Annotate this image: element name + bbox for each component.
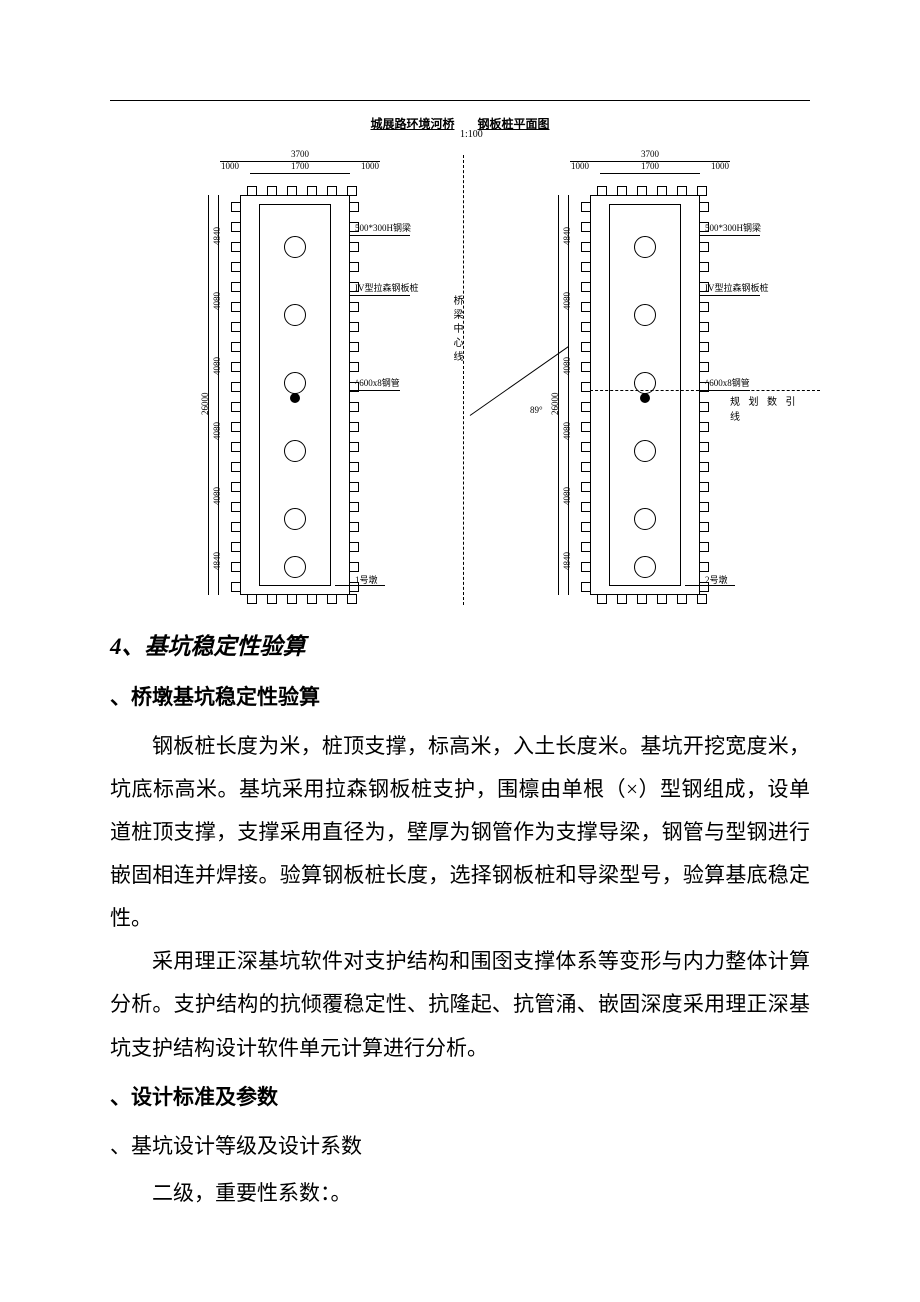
paragraph-2: 采用理正深基坑软件对支护结构和围囹支撑体系等变形与内力整体计算分析。支护结构的抗… [110, 940, 810, 1069]
strut-circle [634, 556, 656, 578]
centerline-label: 桥梁中心线 [449, 295, 464, 365]
strut-circle [284, 372, 306, 394]
pipe-label-1: ^600x8钢管 [355, 376, 400, 389]
pier-2-center-dot [640, 393, 650, 403]
strut-circle [634, 304, 656, 326]
strut-circle [284, 556, 306, 578]
beam-label-1: 500*300H钢梁 [355, 221, 411, 234]
subsection-design-heading: 、设计标准及参数 [110, 1076, 810, 1119]
document-body: 4、基坑稳定性验算 、桥墩基坑稳定性验算 钢板桩长度为米，桩顶支撑，标高米，入土… [110, 623, 810, 1215]
section-number: 4 [110, 634, 122, 659]
paragraph-1: 钢板桩长度为米，桩顶支撑，标高米，入土长度米。基坑开挖宽度米，坑底标高米。基坑采… [110, 725, 810, 940]
plan-diagram: 城展路环境河桥 钢板桩平面图 1:100 桥梁中心线 89° 规 划 数 引 线… [110, 115, 810, 605]
pier-1-block: 3700 1000 1700 1000 26000 4840 4080 4080… [170, 155, 430, 605]
section-4-heading: 4、基坑稳定性验算 [110, 623, 810, 670]
strut-circle [284, 304, 306, 326]
strut-circle [634, 372, 656, 394]
pier-2-block: 3700 1000 1700 1000 26000 4840 4080 4080… [520, 155, 780, 605]
pier-1-label: 1号墩 [355, 573, 378, 586]
sheet-label-2: IV型拉森钢板桩 [705, 281, 769, 294]
strut-circle [284, 508, 306, 530]
subsection-pier-heading: 、桥墩基坑稳定性验算 [110, 676, 810, 719]
strut-circle [634, 440, 656, 462]
diagram-title-right: 钢板桩平面图 [478, 115, 550, 132]
design-line-2: 二级，重要性系数：。 [110, 1172, 810, 1215]
strut-circle [284, 440, 306, 462]
diagram-scale: 1:100 [460, 129, 483, 140]
design-line-1: 、基坑设计等级及设计系数 [110, 1125, 810, 1168]
section-title: 、基坑稳定性验算 [122, 634, 306, 659]
pier-2-label: 2号墩 [705, 573, 728, 586]
top-rule [110, 100, 810, 101]
sheet-label-1: IV型拉森钢板桩 [355, 281, 419, 294]
pipe-label-2: ^600x8钢管 [705, 376, 750, 389]
diagram-title-left: 城展路环境河桥 [370, 115, 454, 132]
strut-circle [634, 236, 656, 258]
pier-1-center-dot [290, 393, 300, 403]
strut-circle [634, 508, 656, 530]
bridge-centerline: 桥梁中心线 [453, 155, 473, 605]
strut-circle [284, 236, 306, 258]
beam-label-2: 500*300H钢梁 [705, 221, 761, 234]
